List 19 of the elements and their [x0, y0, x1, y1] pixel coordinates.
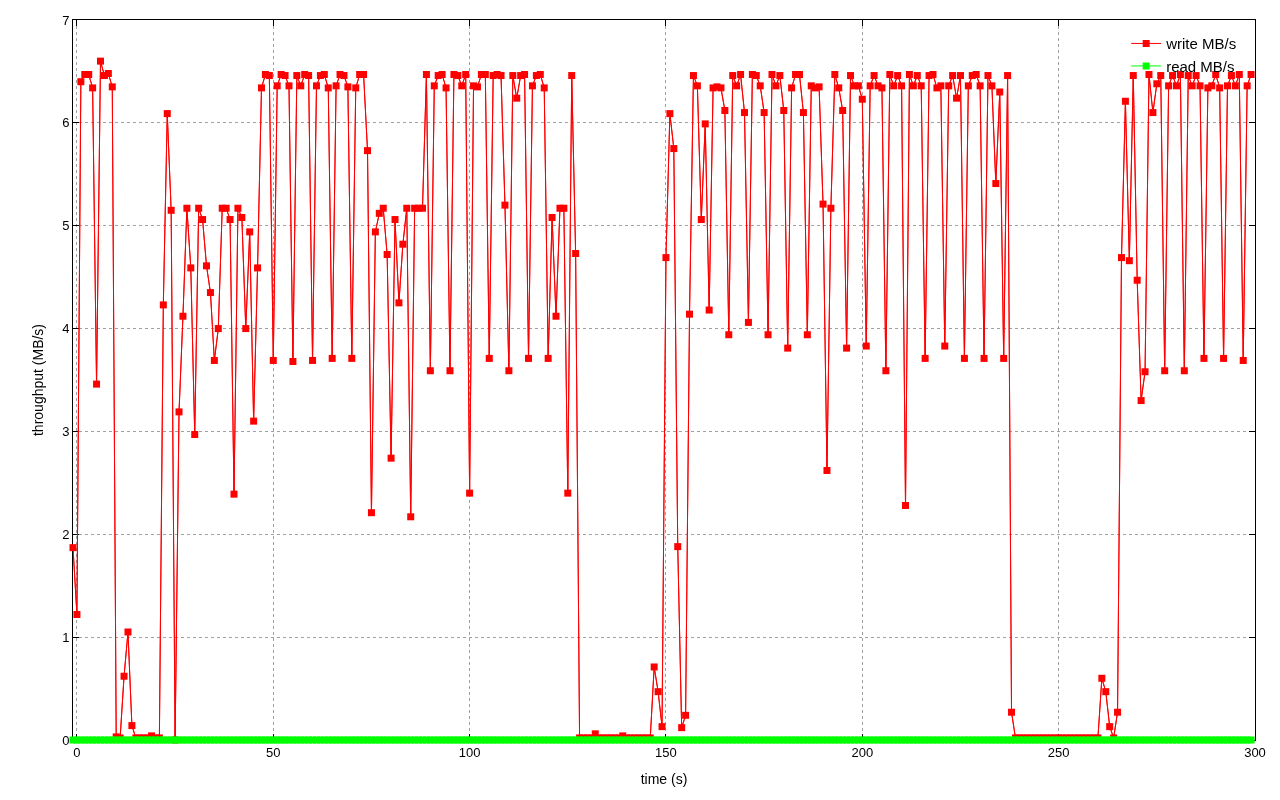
- legend-label: read MB/s: [1166, 57, 1235, 75]
- x-tick-label: 200: [851, 744, 874, 760]
- y-tick-label: 0: [62, 732, 70, 748]
- x-tick-label: 250: [1047, 744, 1070, 760]
- y-tick-label: 3: [62, 423, 70, 439]
- x-tick-label: 300: [1244, 744, 1266, 760]
- x-tick-label: 50: [266, 744, 281, 760]
- legend-label: write MB/s: [1165, 35, 1237, 53]
- y-tick-label: 6: [62, 115, 70, 131]
- x-tick-label: 0: [73, 744, 81, 760]
- y-tick-label: 4: [62, 321, 70, 337]
- y-tick-label: 1: [62, 629, 70, 645]
- y-axis-title: throughput (MB/s): [29, 323, 46, 437]
- y-tick-label: 5: [62, 218, 70, 234]
- x-tick-label: 150: [655, 744, 677, 760]
- x-tick-label: 100: [458, 744, 481, 760]
- x-axis-title: time (s): [640, 770, 688, 787]
- y-tick-label: 2: [62, 526, 70, 542]
- y-tick-label: 7: [62, 12, 70, 28]
